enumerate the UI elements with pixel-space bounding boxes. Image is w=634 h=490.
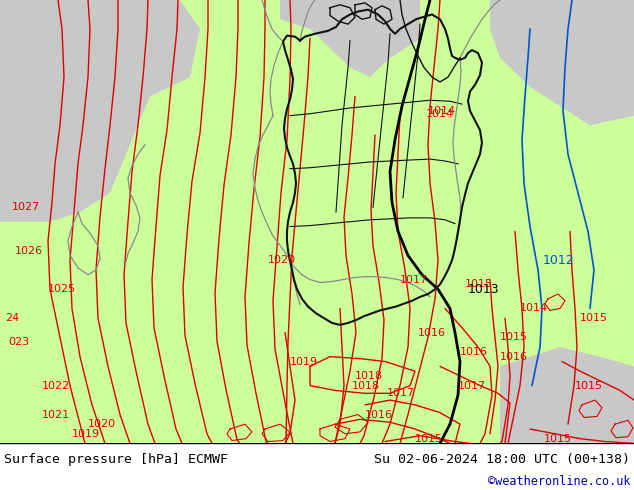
Text: ©weatheronline.co.uk: ©weatheronline.co.uk [488,475,630,489]
Text: 1027: 1027 [12,202,40,212]
Text: 1015: 1015 [575,381,603,391]
Text: 1016: 1016 [418,328,446,338]
Text: 1018: 1018 [355,371,383,381]
Text: 1020: 1020 [88,419,116,429]
Text: Surface pressure [hPa] ECMWF: Surface pressure [hPa] ECMWF [4,453,228,466]
Text: 1016: 1016 [500,352,528,362]
Text: 24: 24 [5,313,19,323]
Text: 1019: 1019 [72,429,100,439]
Text: 1026: 1026 [15,245,43,256]
Text: 1015: 1015 [544,434,572,443]
Text: 1017: 1017 [458,381,486,391]
Polygon shape [500,347,634,443]
Polygon shape [490,0,634,125]
Text: 1016: 1016 [365,410,393,419]
Text: 1014: 1014 [428,106,456,116]
Text: 1013: 1013 [468,283,500,295]
Text: 1017: 1017 [387,388,415,398]
Text: 1015: 1015 [465,279,493,290]
Text: 023: 023 [8,337,29,347]
Text: 1022: 1022 [42,381,70,391]
Text: 1012: 1012 [543,254,574,267]
Text: 1021: 1021 [42,410,70,419]
Text: 1018: 1018 [352,381,380,391]
Text: 1016: 1016 [460,347,488,357]
Text: 1015: 1015 [415,434,443,443]
Text: 1015: 1015 [580,313,608,323]
Text: 1014: 1014 [520,303,548,314]
Text: 1015: 1015 [500,332,528,343]
Text: 1019: 1019 [290,357,318,367]
Polygon shape [0,0,100,154]
Text: 1025: 1025 [48,284,76,294]
Text: 1020: 1020 [268,255,296,265]
Text: 1014: 1014 [426,109,454,119]
Polygon shape [280,0,420,77]
Polygon shape [0,0,200,221]
Text: 1017: 1017 [400,274,428,285]
Text: Su 02-06-2024 18:00 UTC (00+138): Su 02-06-2024 18:00 UTC (00+138) [374,453,630,466]
